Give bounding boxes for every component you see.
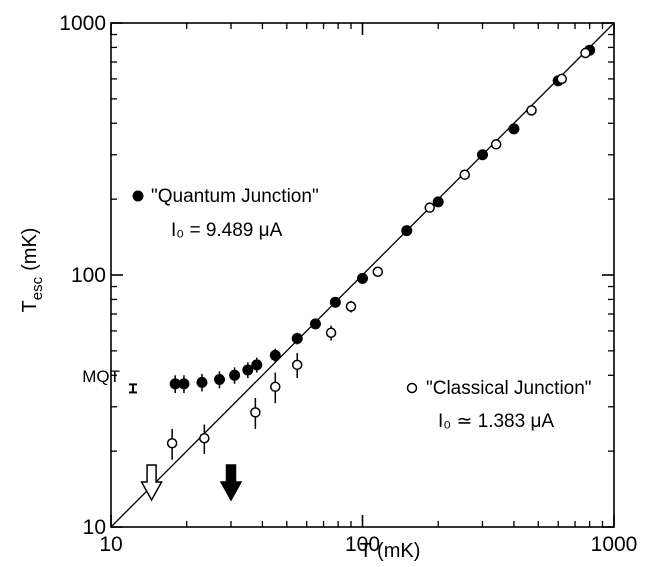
classical-point — [166, 437, 178, 449]
x-tick-label: 10 — [99, 533, 122, 556]
x-tick-label: 100 — [345, 533, 380, 556]
x-axis-title: T (mK) — [360, 540, 421, 562]
quantum-point — [269, 349, 281, 361]
quantum-point — [476, 149, 488, 161]
quantum-point — [508, 123, 520, 135]
legend-classical-current: I₀ ≃ 1.383 μA — [438, 411, 554, 432]
classical-point — [556, 73, 568, 85]
axis-tick-labels: 10 100 1000 10 100 1000 — [59, 12, 637, 556]
classical-point — [580, 47, 591, 59]
arrows — [140, 464, 243, 502]
error-bars — [171, 268, 379, 460]
classical-point — [250, 407, 261, 418]
classical-point — [459, 169, 470, 180]
quantum-point — [169, 378, 181, 390]
classical-point — [424, 202, 435, 213]
axis-ticks — [110, 22, 615, 528]
quantum-point — [432, 196, 444, 208]
y-tick-label: 10 — [83, 516, 106, 539]
quantum-point — [401, 225, 413, 237]
filled-arrow-icon — [219, 464, 243, 502]
quantum-point — [329, 296, 341, 308]
y-axis-title-unit: (mK) — [19, 228, 41, 271]
classical-point — [345, 301, 357, 312]
quantum-point — [357, 272, 368, 284]
classical-point — [270, 381, 281, 393]
legend-classical-marker — [406, 382, 418, 394]
classical-point — [526, 105, 537, 116]
classical-point — [291, 359, 303, 371]
y-axis-title: Tesc (mK) — [19, 228, 46, 313]
legend-quantum-current: I₀ = 9.489 μA — [171, 220, 283, 241]
quantum-point — [229, 369, 241, 381]
data-points — [166, 44, 596, 449]
open-arrow-icon — [140, 464, 163, 502]
quantum-point — [291, 332, 303, 344]
quantum-point — [178, 378, 190, 390]
mqt-label: MQT — [82, 367, 120, 386]
quantum-point — [251, 359, 263, 371]
classical-point — [199, 433, 210, 444]
quantum-point — [196, 376, 208, 388]
legend-classical: "Classical Junction" I₀ ≃ 1.383 μA — [406, 378, 592, 432]
classical-point — [372, 266, 384, 278]
x-tick-label: 1000 — [591, 533, 638, 556]
quantum-point — [309, 318, 321, 330]
classical-point — [490, 139, 502, 150]
legend-quantum: "Quantum Junction" I₀ = 9.489 μA — [132, 186, 319, 241]
legend-quantum-marker — [132, 190, 144, 202]
y-tick-label: 1000 — [59, 12, 106, 35]
svg-text:Tesc(mK): Tesc (mK) — [19, 228, 46, 313]
mqt-annotation: MQT — [82, 367, 137, 394]
quantum-point — [242, 364, 254, 376]
y-axis-title-main: T — [19, 300, 41, 312]
quantum-point — [213, 373, 225, 385]
mqt-error-bar — [129, 383, 137, 394]
legend-classical-label: "Classical Junction" — [426, 378, 592, 399]
legend-quantum-label: "Quantum Junction" — [151, 186, 319, 207]
y-tick-label: 100 — [71, 264, 106, 287]
classical-point — [325, 327, 337, 338]
y-axis-title-subscript: esc — [29, 276, 46, 300]
